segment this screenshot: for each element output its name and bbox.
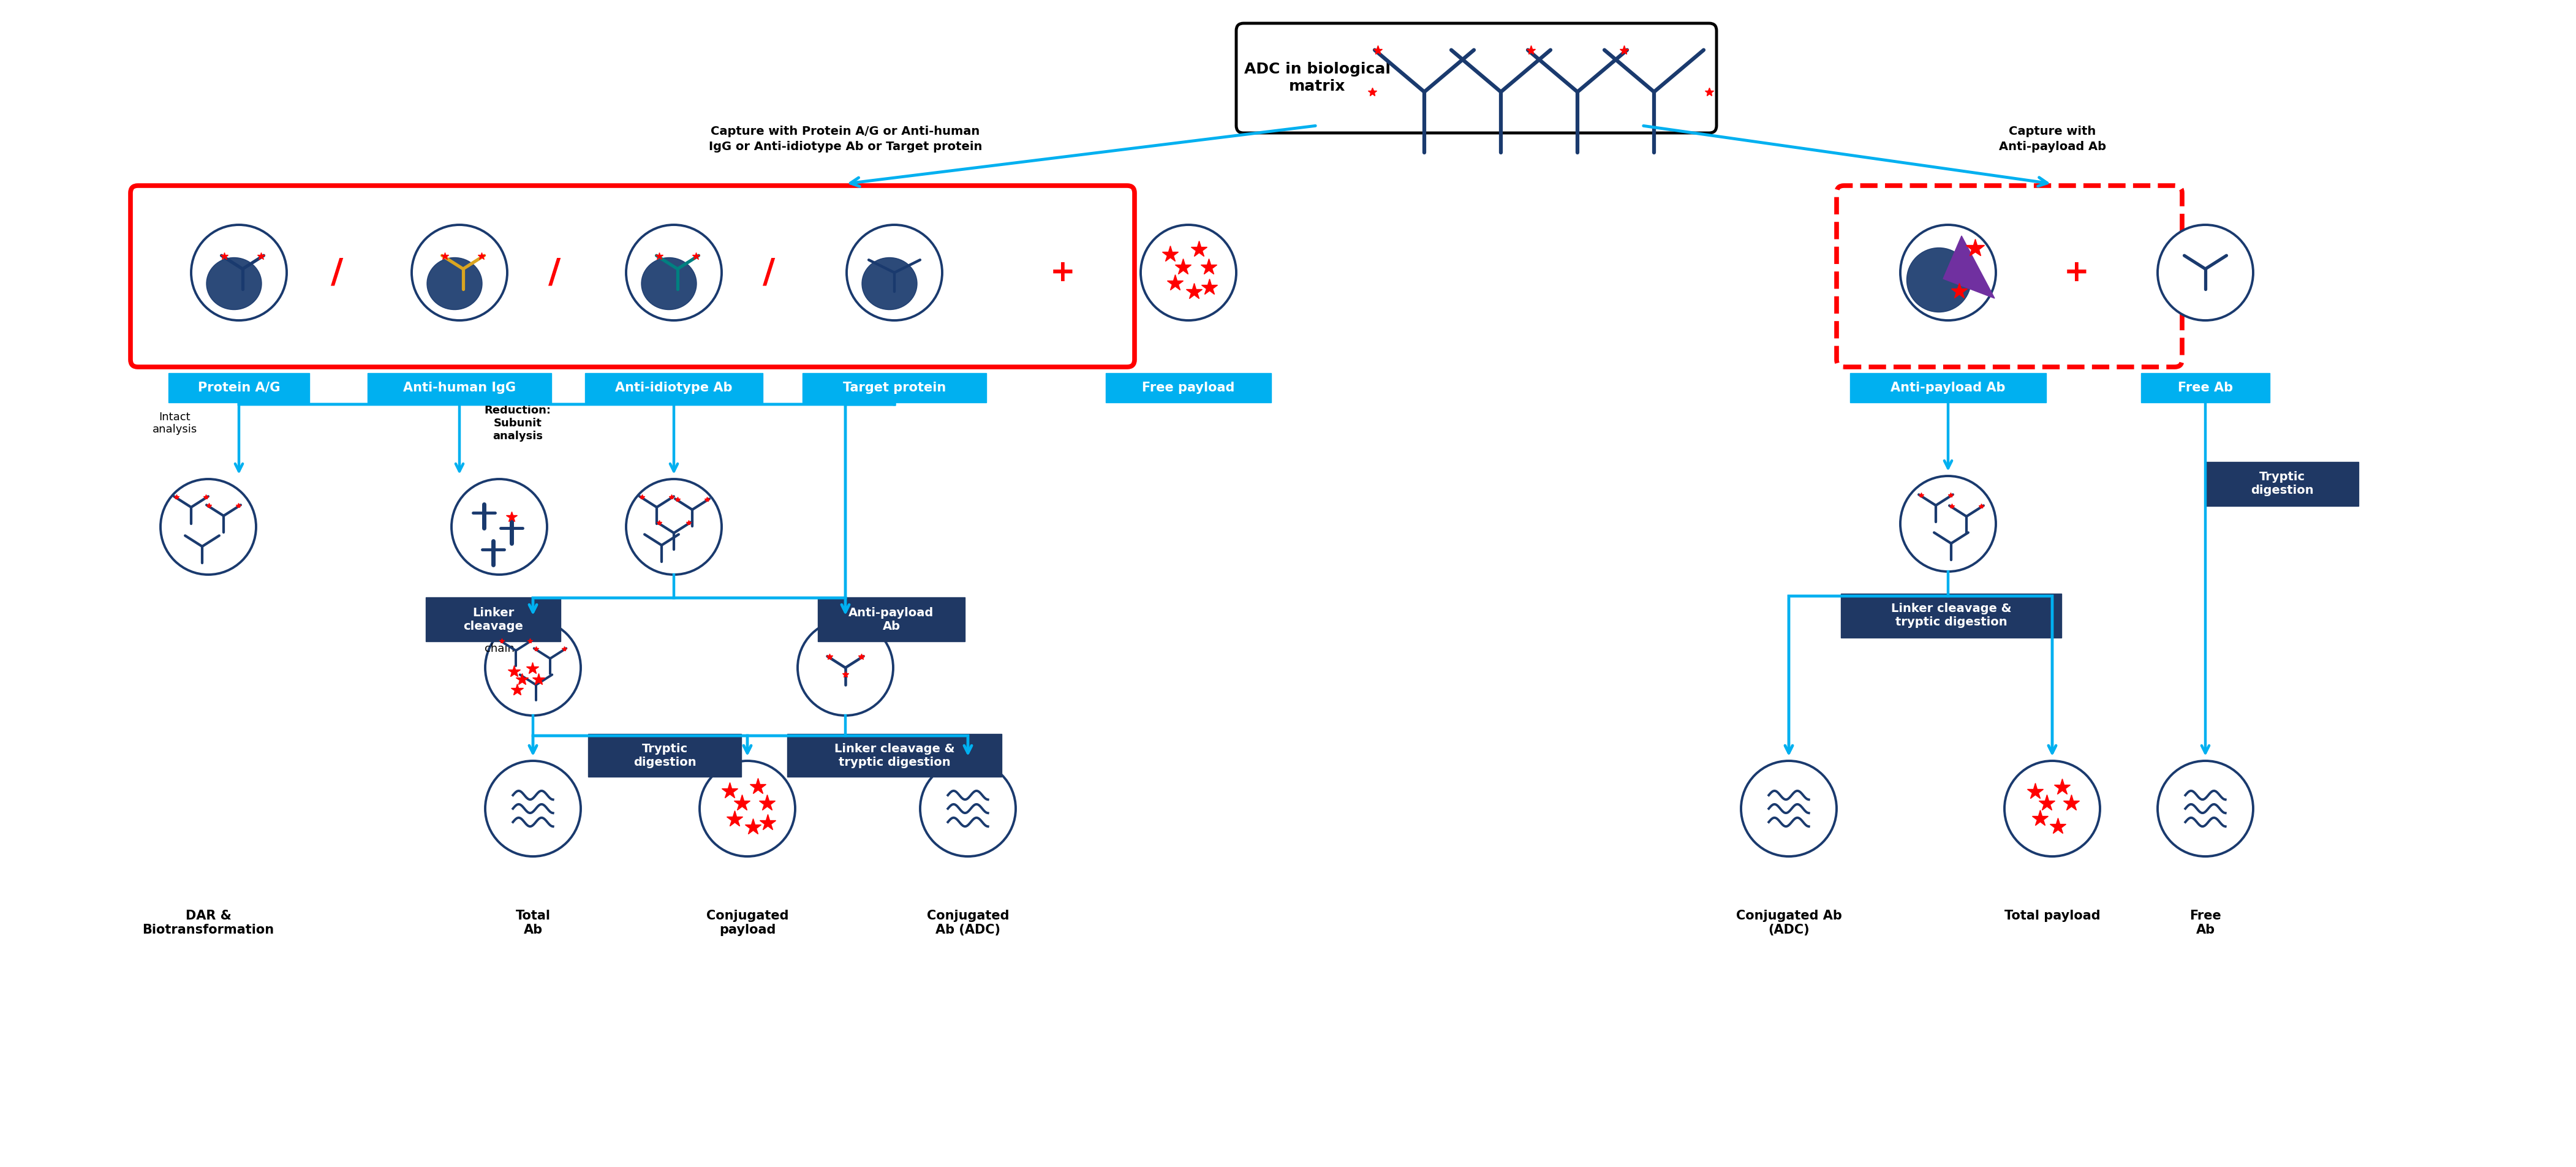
Bar: [788, 734, 1002, 777]
Ellipse shape: [626, 478, 721, 574]
Bar: [2141, 373, 2269, 403]
Text: Total
Ab: Total Ab: [515, 910, 551, 936]
Bar: [167, 373, 309, 403]
Ellipse shape: [2159, 225, 2254, 321]
Ellipse shape: [1901, 225, 1996, 321]
FancyBboxPatch shape: [1236, 23, 1716, 133]
Ellipse shape: [701, 761, 796, 857]
Bar: [585, 373, 762, 403]
Text: Conjugated
payload: Conjugated payload: [706, 910, 788, 936]
Text: +: +: [2063, 258, 2089, 287]
Text: Anti-payload
Ab: Anti-payload Ab: [848, 607, 935, 631]
Text: ADC in biological
matrix: ADC in biological matrix: [1244, 62, 1391, 93]
FancyBboxPatch shape: [131, 186, 1133, 366]
Text: Total payload: Total payload: [2004, 910, 2099, 922]
Text: Light chain
+ heavy
chain: Light chain + heavy chain: [469, 617, 531, 655]
Text: Conjugated
Ab (ADC): Conjugated Ab (ADC): [927, 910, 1010, 936]
Text: /: /: [762, 256, 775, 289]
Ellipse shape: [484, 620, 580, 715]
Ellipse shape: [484, 761, 580, 857]
Bar: [804, 373, 987, 403]
Text: Free Ab: Free Ab: [2177, 382, 2233, 394]
Bar: [425, 598, 562, 642]
Ellipse shape: [412, 225, 507, 321]
Text: +: +: [1051, 258, 1077, 287]
Bar: [817, 598, 966, 642]
Text: Conjugated Ab
(ADC): Conjugated Ab (ADC): [1736, 910, 1842, 936]
Ellipse shape: [160, 478, 255, 574]
Bar: [587, 734, 742, 777]
Ellipse shape: [1906, 247, 1971, 312]
Ellipse shape: [641, 258, 696, 309]
Bar: [368, 373, 551, 403]
Text: Capture with
Anti-payload Ab: Capture with Anti-payload Ab: [1999, 125, 2105, 153]
Text: /: /: [549, 256, 562, 289]
Bar: [1842, 594, 2061, 637]
Text: Linker cleavage &
tryptic digestion: Linker cleavage & tryptic digestion: [1891, 603, 2012, 628]
Polygon shape: [1942, 236, 1994, 299]
Ellipse shape: [451, 478, 546, 574]
Ellipse shape: [863, 258, 917, 309]
Ellipse shape: [1901, 476, 1996, 572]
Text: Protein A/G: Protein A/G: [198, 382, 281, 394]
Text: Tryptic
digestion: Tryptic digestion: [2251, 471, 2313, 496]
Text: /: /: [330, 256, 343, 289]
Text: Reduction:
Subunit
analysis: Reduction: Subunit analysis: [484, 405, 551, 441]
Text: DAR &
Biotransformation: DAR & Biotransformation: [142, 910, 273, 936]
Ellipse shape: [2159, 761, 2254, 857]
Text: Intact
analysis: Intact analysis: [152, 412, 196, 435]
Text: Capture with Protein A/G or Anti-human
IgG or Anti-idiotype Ab or Target protein: Capture with Protein A/G or Anti-human I…: [708, 125, 981, 153]
Ellipse shape: [848, 225, 943, 321]
Text: Anti-human IgG: Anti-human IgG: [402, 382, 515, 394]
Bar: [2205, 462, 2360, 506]
FancyBboxPatch shape: [1837, 186, 2182, 366]
Ellipse shape: [626, 225, 721, 321]
Ellipse shape: [799, 620, 894, 715]
Ellipse shape: [428, 258, 482, 309]
Text: Linker cleavage &
tryptic digestion: Linker cleavage & tryptic digestion: [835, 742, 956, 768]
Ellipse shape: [191, 225, 286, 321]
Text: Target protein: Target protein: [842, 382, 945, 394]
Text: Free
Ab: Free Ab: [2190, 910, 2221, 936]
Ellipse shape: [2004, 761, 2099, 857]
Text: Anti-payload Ab: Anti-payload Ab: [1891, 382, 2007, 394]
Ellipse shape: [1141, 225, 1236, 321]
Text: Anti-idiotype Ab: Anti-idiotype Ab: [616, 382, 732, 394]
Text: Linker
cleavage: Linker cleavage: [464, 607, 523, 631]
Text: Free payload: Free payload: [1141, 382, 1234, 394]
Ellipse shape: [1741, 761, 1837, 857]
Bar: [1105, 373, 1270, 403]
Ellipse shape: [920, 761, 1015, 857]
Text: Tryptic
digestion: Tryptic digestion: [634, 742, 696, 768]
Bar: [1850, 373, 2045, 403]
Ellipse shape: [206, 258, 263, 309]
